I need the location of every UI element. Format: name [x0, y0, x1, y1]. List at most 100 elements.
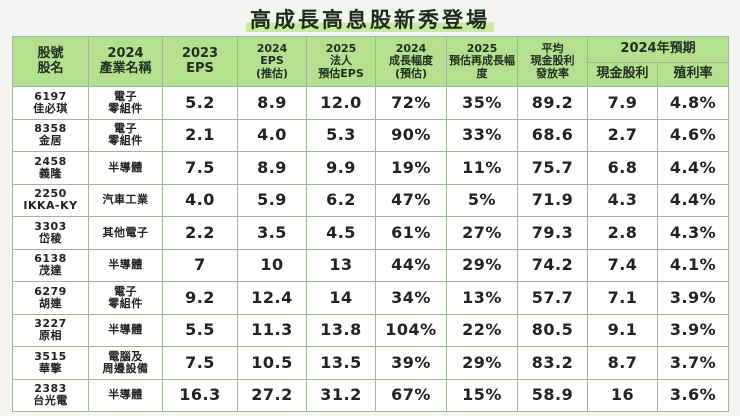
value-cell: 11% — [446, 151, 518, 185]
column-header: 現金股利 — [587, 62, 658, 87]
cell-line: 平均 — [541, 42, 564, 56]
industry-cell: 半導體 — [88, 248, 163, 282]
cell-line: (推估) — [255, 66, 289, 80]
cell-line: 預估EPS — [318, 66, 364, 80]
value-cell: 35% — [446, 86, 518, 120]
stock-name: 義隆 — [39, 166, 62, 180]
value-cell: 3.5 — [237, 216, 307, 250]
cell-line: 2024 — [107, 46, 144, 62]
industry-cell: 半導體 — [88, 151, 163, 185]
cell-line: 半導體 — [108, 258, 143, 272]
cell-line: 2023 — [181, 46, 219, 62]
industry-cell: 電子 零組件 — [88, 118, 163, 152]
value-cell: 11.3 — [237, 313, 307, 347]
column-header: 殖利率 — [657, 62, 729, 87]
cell-line: 股號 — [37, 46, 64, 62]
value-cell: 16.3 — [162, 378, 238, 412]
stock-code: 2383 — [34, 382, 67, 396]
value-cell: 34% — [375, 281, 447, 315]
column-header: 股號 股名 — [12, 36, 89, 87]
value-cell: 57.7 — [517, 281, 588, 315]
cell-line: (預估) — [394, 66, 428, 80]
stock-name: IKKA-KY — [23, 199, 78, 213]
column-header: 2024 產業名稱 — [88, 36, 163, 87]
value-cell: 29% — [446, 346, 518, 380]
cell-line: 發放率 — [536, 66, 569, 80]
cell-line: 半導體 — [108, 160, 143, 174]
value-cell: 12.0 — [306, 86, 376, 120]
stock-cell: 2458 義隆 — [12, 151, 89, 185]
value-cell: 29% — [446, 248, 518, 282]
value-cell: 8.9 — [237, 151, 307, 185]
cell-line: 2024 — [395, 42, 427, 56]
value-cell: 47% — [375, 183, 447, 217]
cell-line: 零組件 — [108, 134, 143, 148]
value-cell: 83.2 — [517, 346, 588, 380]
stock-cell: 3515 華擎 — [12, 346, 89, 380]
table-row: 6138 茂達 半導體 7 10 13 44% 29% 74.2 7.4 4.1% — [12, 248, 729, 282]
cell-line: 2025 — [466, 42, 498, 56]
stock-cell: 2250 IKKA-KY — [12, 183, 89, 217]
table-body: 6197 佳必琪 電子 零組件 5.2 8.9 12.0 72% 35% 89.2 7.9 4.8% 8… — [12, 86, 729, 412]
cell-line: 預估再成長幅 — [449, 54, 515, 68]
table: 股號 股名 2024 產業名稱 2023 EPS 2024 EPS (推估) 2025 法人 預估EP… — [12, 36, 729, 412]
stock-name: 金居 — [39, 134, 62, 148]
value-cell: 5.3 — [306, 118, 376, 152]
value-cell: 14 — [306, 281, 376, 315]
group-header: 2024年預期 — [587, 36, 729, 63]
value-cell: 19% — [375, 151, 447, 185]
value-cell: 10 — [237, 248, 307, 282]
title: 高成長高息股新秀登場 — [0, 4, 740, 34]
column-header: 2025 預估再成長幅度 — [446, 36, 518, 87]
cell-line: 電子 — [114, 284, 137, 298]
value-cell: 6.8 — [587, 151, 658, 185]
value-cell: 44% — [375, 248, 447, 282]
value-cell: 7.1 — [587, 281, 658, 315]
value-cell: 4.3 — [587, 183, 658, 217]
value-cell: 8.9 — [237, 86, 307, 120]
value-cell: 3.9% — [657, 313, 729, 347]
stock-name: 胡連 — [39, 296, 62, 310]
stock-name: 佳必琪 — [33, 101, 68, 115]
cell-line: EPS — [186, 60, 214, 76]
industry-cell: 汽車工業 — [88, 183, 163, 217]
cell-line: 半導體 — [108, 388, 143, 402]
value-cell: 13.5 — [306, 346, 376, 380]
value-cell: 7.4 — [587, 248, 658, 282]
header-row: 股號 股名 2024 產業名稱 2023 EPS 2024 EPS (推估) 2025 法人 預估EP… — [12, 36, 729, 87]
value-cell: 27.2 — [237, 378, 307, 412]
cell-line: 其他電子 — [102, 225, 149, 239]
value-cell: 2.8 — [587, 216, 658, 250]
cell-line: 2025 — [325, 42, 357, 56]
table-header: 股號 股名 2024 產業名稱 2023 EPS 2024 EPS (推估) 2025 法人 預估EP… — [12, 36, 729, 87]
value-cell: 71.9 — [517, 183, 588, 217]
cell-line: 現金股利 — [530, 54, 575, 68]
value-cell: 39% — [375, 346, 447, 380]
cell-line: EPS — [260, 54, 284, 68]
value-cell: 9.1 — [587, 313, 658, 347]
stock-cell: 3227 原相 — [12, 313, 89, 347]
stock-cell: 6197 佳必琪 — [12, 86, 89, 120]
stock-cell: 6279 胡連 — [12, 281, 89, 315]
value-cell: 4.0 — [237, 118, 307, 152]
cell-line: 度 — [476, 66, 488, 80]
value-cell: 9.2 — [162, 281, 238, 315]
stock-cell: 8358 金居 — [12, 118, 89, 152]
value-cell: 4.3% — [657, 216, 729, 250]
value-cell: 3.6% — [657, 378, 729, 412]
value-cell: 31.2 — [306, 378, 376, 412]
value-cell: 13% — [446, 281, 518, 315]
value-cell: 5.5 — [162, 313, 238, 347]
stock-code: 6197 — [34, 89, 67, 103]
column-header: 平均 現金股利 發放率 — [517, 36, 588, 87]
value-cell: 4.4% — [657, 151, 729, 185]
value-cell: 4.8% — [657, 86, 729, 120]
value-cell: 10.5 — [237, 346, 307, 380]
stock-name: 台光電 — [33, 394, 68, 408]
table-row: 3227 原相 半導體 5.5 11.3 13.8 104% 22% 80.5 9.1 3.9% — [12, 313, 729, 347]
stock-code: 2250 — [34, 187, 67, 201]
cell-line: 零組件 — [108, 296, 143, 310]
value-cell: 74.2 — [517, 248, 588, 282]
value-cell: 7.5 — [162, 346, 238, 380]
